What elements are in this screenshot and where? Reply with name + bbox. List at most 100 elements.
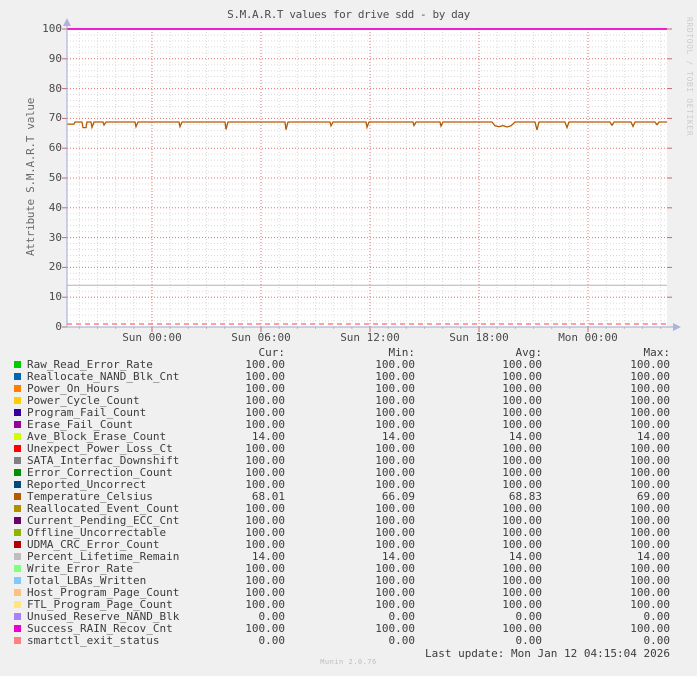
legend-swatch-icon [14,457,21,464]
legend-series-name: Raw_Read_Error_Rate [27,358,153,371]
legend-value-c4: 100.00 [630,418,670,431]
legend-header-cur: Cur: [258,346,286,359]
legend-row: SATA_Interfac_Downshift 100.00 100.00 100.0… [0,455,697,467]
legend-value-c4: 14.00 [636,550,670,563]
legend-value-c3: 100.00 [502,586,542,599]
legend-value-c3: 14.00 [508,550,542,563]
legend-swatch-icon [14,601,21,608]
legend-swatch-icon [14,433,21,440]
legend-value-c1: 100.00 [245,442,285,455]
axis-arrow-icon [673,323,681,331]
y-tick-label: 100 [42,22,62,35]
legend-header-min: Min: [388,346,416,359]
legend-value-c4: 14.00 [636,430,670,443]
legend-row: Host_Program_Page_Count 100.00 100.00 100.0… [0,587,697,599]
legend-value-c1: 14.00 [251,430,285,443]
legend-value-c4: 100.00 [630,586,670,599]
legend-header-max: Max: [643,346,671,359]
legend-value-c4: 100.00 [630,370,670,383]
legend-value-c1: 68.01 [251,490,285,503]
legend-value-c1: 100.00 [245,574,285,587]
legend-row: smartctl_exit_status 0.00 0.00 0.00 0.00 [0,635,697,647]
legend-series-name: Write_Error_Rate [27,562,133,575]
axis-arrow-icon [63,18,71,26]
legend-value-c2: 100.00 [375,514,415,527]
legend-swatch-icon [14,589,21,596]
legend-row: Raw_Read_Error_Rate 100.00 100.00 100.00 100… [0,359,697,371]
legend-value-c3: 100.00 [502,358,542,371]
legend-series-name: Unexpect_Power_Loss_Ct [27,442,173,455]
legend-value-c1: 100.00 [245,526,285,539]
x-tick-label: Mon 00:00 [558,331,618,344]
legend-value-c1: 100.00 [245,358,285,371]
legend-value-c2: 100.00 [375,574,415,587]
legend-value-c1: 100.00 [245,586,285,599]
legend-value-c4: 100.00 [630,538,670,551]
legend-value-c3: 100.00 [502,526,542,539]
legend-series-name: Current_Pending_ECC_Cnt [27,514,180,527]
legend-row: Reallocated_Event_Count 100.00 100.00 100.0… [0,503,697,515]
legend-value-c3: 100.00 [502,598,542,611]
legend-value-c2: 100.00 [375,406,415,419]
legend-row: UDMA_CRC_Error_Count 100.00 100.00 100.00 10… [0,539,697,551]
legend-swatch-icon [14,529,21,536]
legend-value-c3: 100.00 [502,478,542,491]
legend-value-c1: 100.00 [245,502,285,515]
legend-value-c3: 0.00 [515,634,543,647]
legend-swatch-icon [14,373,21,380]
legend-swatch-icon [14,577,21,584]
legend-value-c3: 100.00 [502,538,542,551]
legend-value-c3: 100.00 [502,370,542,383]
legend-series-name: Host_Program_Page_Count [27,586,180,599]
legend-value-c4: 100.00 [630,502,670,515]
legend-row: Ave_Block_Erase_Count 14.00 14.00 14.00 14.0… [0,431,697,443]
legend-value-c1: 100.00 [245,514,285,527]
legend-value-c1: 100.00 [245,454,285,467]
legend-swatch-icon [14,469,21,476]
legend-row: Reallocate_NAND_Blk_Cnt 100.00 100.00 100.0… [0,371,697,383]
legend-value-c4: 100.00 [630,454,670,467]
legend-value-c1: 100.00 [245,418,285,431]
legend-swatch-icon [14,553,21,560]
legend-value-c4: 100.00 [630,394,670,407]
legend-row: Program_Fail_Count 100.00 100.00 100.00 100.… [0,407,697,419]
legend-value-c1: 100.00 [245,598,285,611]
legend-swatch-icon [14,565,21,572]
legend-value-c1: 100.00 [245,394,285,407]
legend-value-c4: 100.00 [630,562,670,575]
legend-value-c4: 100.00 [630,406,670,419]
legend-value-c2: 100.00 [375,622,415,635]
legend-series-name: Power_On_Hours [27,382,120,395]
legend-value-c2: 100.00 [375,394,415,407]
legend-row: Erase_Fail_Count 100.00 100.00 100.00 100.00 [0,419,697,431]
legend-series-name: Temperature_Celsius [27,490,153,503]
legend-row: Current_Pending_ECC_Cnt 100.00 100.00 100.0… [0,515,697,527]
legend-header-row: Cur: Min: Avg: Max: [0,347,697,359]
legend-value-c4: 100.00 [630,622,670,635]
legend-row: Reported_Uncorrect 100.00 100.00 100.00 100.… [0,479,697,491]
legend-value-c1: 100.00 [245,370,285,383]
legend-value-c3: 100.00 [502,562,542,575]
legend-row: Unused_Reserve_NAND_Blk 0.00 0.00 0.00 0.00 [0,611,697,623]
legend-series-name: Ave_Block_Erase_Count [27,430,167,443]
legend-value-c4: 100.00 [630,466,670,479]
legend-value-c2: 100.00 [375,586,415,599]
legend-value-c2: 0.00 [388,634,416,647]
legend-series-name: Erase_Fail_Count [27,418,133,431]
last-update: Last update: Mon Jan 12 04:15:04 2026 [424,647,670,660]
legend-swatch-icon [14,505,21,512]
legend-series-name: Total_LBAs_Written [27,574,147,587]
legend-row: Error_Correction_Count 100.00 100.00 100.00… [0,467,697,479]
legend-value-c4: 100.00 [630,598,670,611]
legend-swatch-icon [14,541,21,548]
legend-row: FTL_Program_Page_Count 100.00 100.00 100.00… [0,599,697,611]
legend-row: Write_Error_Rate 100.00 100.00 100.00 100.00 [0,563,697,575]
y-tick-label: 0 [55,320,62,333]
legend-value-c1: 14.00 [251,550,285,563]
chart-title: S.M.A.R.T values for drive sdd - by day [227,8,470,21]
series-line-temperature_celsius [67,121,667,131]
legend-value-c2: 100.00 [375,562,415,575]
legend-swatch-icon [14,409,21,416]
legend-series-name: Offline_Uncorrectable [27,526,167,539]
legend-series-name: Reallocate_NAND_Blk_Cnt [27,370,180,383]
